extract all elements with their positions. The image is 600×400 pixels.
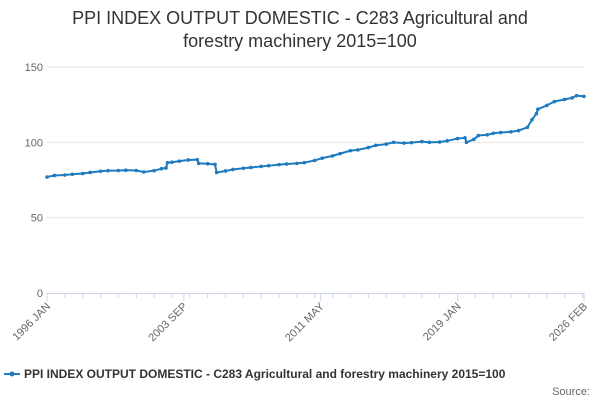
- data-point[interactable]: [391, 140, 396, 145]
- data-point[interactable]: [302, 160, 307, 165]
- data-point[interactable]: [464, 140, 469, 145]
- series-layer: [45, 93, 586, 179]
- legend-marker-swatch: [9, 371, 15, 377]
- data-point[interactable]: [516, 128, 521, 133]
- data-point[interactable]: [195, 157, 200, 162]
- data-point[interactable]: [165, 160, 170, 165]
- data-point[interactable]: [420, 139, 424, 144]
- source-label: Source:: [552, 386, 590, 398]
- legend[interactable]: PPI INDEX OUTPUT DOMESTIC - C283 Agricul…: [4, 367, 506, 381]
- data-point[interactable]: [134, 168, 139, 173]
- data-point[interactable]: [63, 173, 67, 177]
- data-point[interactable]: [159, 166, 164, 171]
- x-tick-label: 2026 FEB: [547, 301, 590, 344]
- y-tick-label: 0: [37, 288, 43, 300]
- data-point[interactable]: [164, 166, 168, 170]
- data-point[interactable]: [106, 168, 110, 173]
- data-point[interactable]: [373, 143, 378, 148]
- x-axis: 1996 JAN 2003 SEP 2011 MAY 2019 JAN 2026 FEB: [10, 293, 590, 344]
- data-point[interactable]: [437, 140, 442, 144]
- series-line[interactable]: [46, 94, 585, 178]
- data-point[interactable]: [570, 96, 574, 100]
- data-point[interactable]: [348, 148, 353, 153]
- data-point[interactable]: [582, 94, 586, 99]
- data-point[interactable]: [170, 160, 174, 165]
- data-point[interactable]: [427, 140, 432, 145]
- data-point[interactable]: [152, 168, 156, 173]
- data-point[interactable]: [402, 141, 406, 145]
- data-point[interactable]: [534, 111, 539, 116]
- data-point[interactable]: [509, 129, 513, 134]
- data-point[interactable]: [124, 168, 128, 173]
- chart-title-line-2: forestry machinery 2015=100: [183, 31, 417, 51]
- x-tick-label: 2003 SEP: [146, 301, 190, 345]
- data-point[interactable]: [141, 170, 146, 174]
- data-point[interactable]: [562, 97, 567, 102]
- grid-lines: [47, 66, 584, 219]
- data-point[interactable]: [485, 133, 490, 137]
- data-point[interactable]: [231, 167, 235, 172]
- data-point[interactable]: [248, 165, 253, 170]
- data-point[interactable]: [241, 166, 246, 171]
- data-point[interactable]: [530, 117, 534, 122]
- data-point[interactable]: [525, 125, 530, 130]
- data-point[interactable]: [277, 162, 281, 167]
- chart-title-line-1: PPI INDEX OUTPUT DOMESTIC - C283 Agricul…: [72, 8, 528, 28]
- data-point[interactable]: [284, 162, 289, 166]
- data-point[interactable]: [356, 148, 360, 152]
- legend-series-label: PPI INDEX OUTPUT DOMESTIC - C283 Agricul…: [24, 367, 506, 381]
- data-point[interactable]: [409, 140, 414, 145]
- data-point[interactable]: [196, 161, 201, 166]
- data-point[interactable]: [177, 159, 182, 163]
- y-tick-label: 100: [25, 137, 43, 149]
- data-point[interactable]: [384, 142, 388, 146]
- data-point[interactable]: [52, 173, 57, 178]
- data-point[interactable]: [463, 136, 467, 140]
- x-tick-label: 1996 JAN: [10, 301, 53, 344]
- data-point[interactable]: [476, 133, 481, 138]
- data-point[interactable]: [445, 139, 449, 143]
- y-axis-tick-labels: 0 50 100 150: [25, 62, 43, 300]
- data-point[interactable]: [320, 156, 324, 160]
- data-point[interactable]: [266, 163, 271, 168]
- data-point[interactable]: [545, 103, 549, 108]
- data-point[interactable]: [98, 169, 103, 174]
- y-tick-label: 150: [25, 62, 43, 74]
- x-tick-label: 2011 MAY: [283, 300, 327, 344]
- data-point[interactable]: [552, 99, 557, 104]
- data-point[interactable]: [455, 136, 460, 141]
- data-point[interactable]: [312, 158, 317, 163]
- data-point[interactable]: [338, 151, 342, 156]
- data-point[interactable]: [45, 175, 49, 179]
- data-point[interactable]: [213, 162, 217, 167]
- data-point[interactable]: [330, 154, 335, 158]
- data-point[interactable]: [70, 172, 75, 177]
- data-point[interactable]: [80, 171, 85, 176]
- data-point[interactable]: [295, 161, 299, 166]
- data-point[interactable]: [536, 107, 540, 111]
- y-tick-label: 50: [31, 213, 43, 225]
- data-point[interactable]: [116, 168, 121, 173]
- data-point[interactable]: [498, 130, 503, 135]
- data-point[interactable]: [574, 93, 579, 98]
- data-point[interactable]: [223, 169, 228, 173]
- data-point[interactable]: [88, 170, 92, 175]
- data-point[interactable]: [186, 158, 191, 162]
- data-point[interactable]: [491, 131, 496, 136]
- x-tick-label: 2019 JAN: [421, 301, 464, 344]
- data-point[interactable]: [366, 145, 371, 150]
- data-point[interactable]: [259, 164, 264, 169]
- data-point[interactable]: [205, 161, 210, 166]
- data-point[interactable]: [214, 170, 219, 175]
- data-point[interactable]: [472, 137, 476, 142]
